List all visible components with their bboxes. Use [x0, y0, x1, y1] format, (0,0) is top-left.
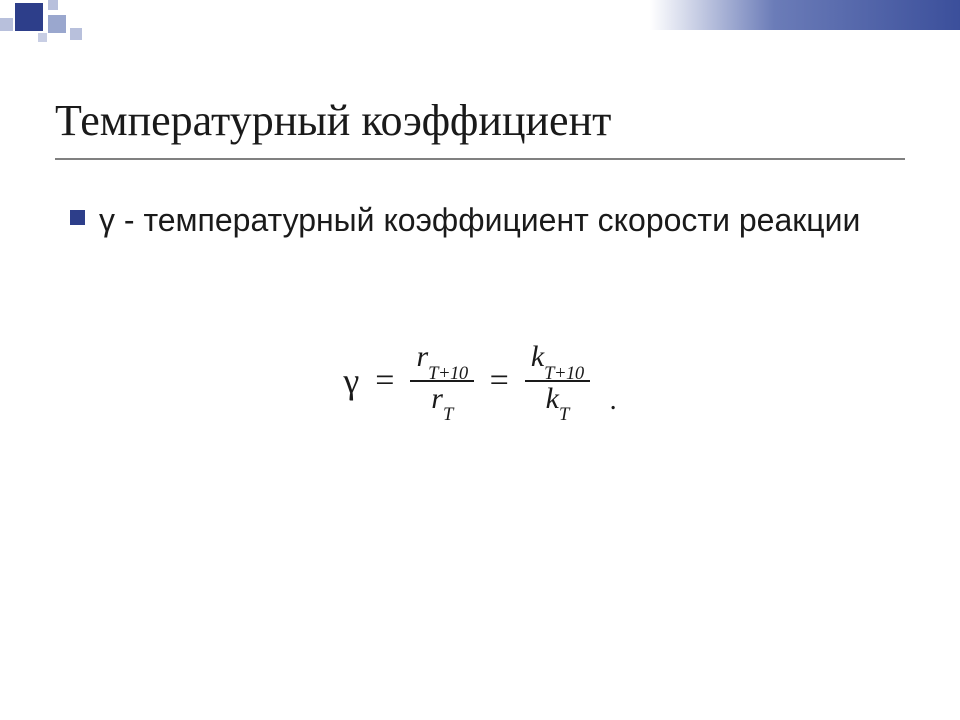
- formula-equals-2: =: [490, 364, 509, 398]
- frac2-num-sub: T+10: [544, 363, 583, 384]
- formula-gamma: γ: [343, 363, 359, 399]
- slide-title: Температурный коэффициент: [55, 95, 611, 146]
- formula: γ = rT+10 rT = kT+10 kT .: [0, 340, 960, 421]
- gradient-bar: [650, 0, 960, 30]
- bullet-item: γ - температурный коэффициент скорости р…: [70, 200, 890, 240]
- frac1-num-sub: T+10: [428, 363, 467, 384]
- frac1-den-var: r: [431, 382, 443, 415]
- content-area: γ - температурный коэффициент скорости р…: [70, 200, 890, 240]
- frac1-num-var: r: [416, 340, 428, 373]
- frac2-den-var: k: [546, 382, 559, 415]
- formula-equals-1: =: [375, 364, 394, 398]
- frac1-den-sub: T: [443, 404, 453, 425]
- slide-decoration: [0, 0, 960, 40]
- deco-square: [0, 18, 13, 31]
- deco-square: [15, 3, 43, 31]
- formula-fraction-1: rT+10 rT: [410, 340, 473, 421]
- formula-period: .: [610, 387, 617, 415]
- bullet-text: γ - температурный коэффициент скорости р…: [99, 200, 860, 240]
- frac2-den-sub: T: [559, 404, 569, 425]
- deco-square: [48, 15, 66, 33]
- formula-fraction-2: kT+10 kT: [525, 340, 590, 421]
- title-underline: [55, 158, 905, 160]
- deco-square: [70, 28, 82, 40]
- frac2-num-var: k: [531, 340, 544, 373]
- deco-square: [38, 33, 47, 42]
- deco-square: [48, 0, 58, 10]
- bullet-square-icon: [70, 210, 85, 225]
